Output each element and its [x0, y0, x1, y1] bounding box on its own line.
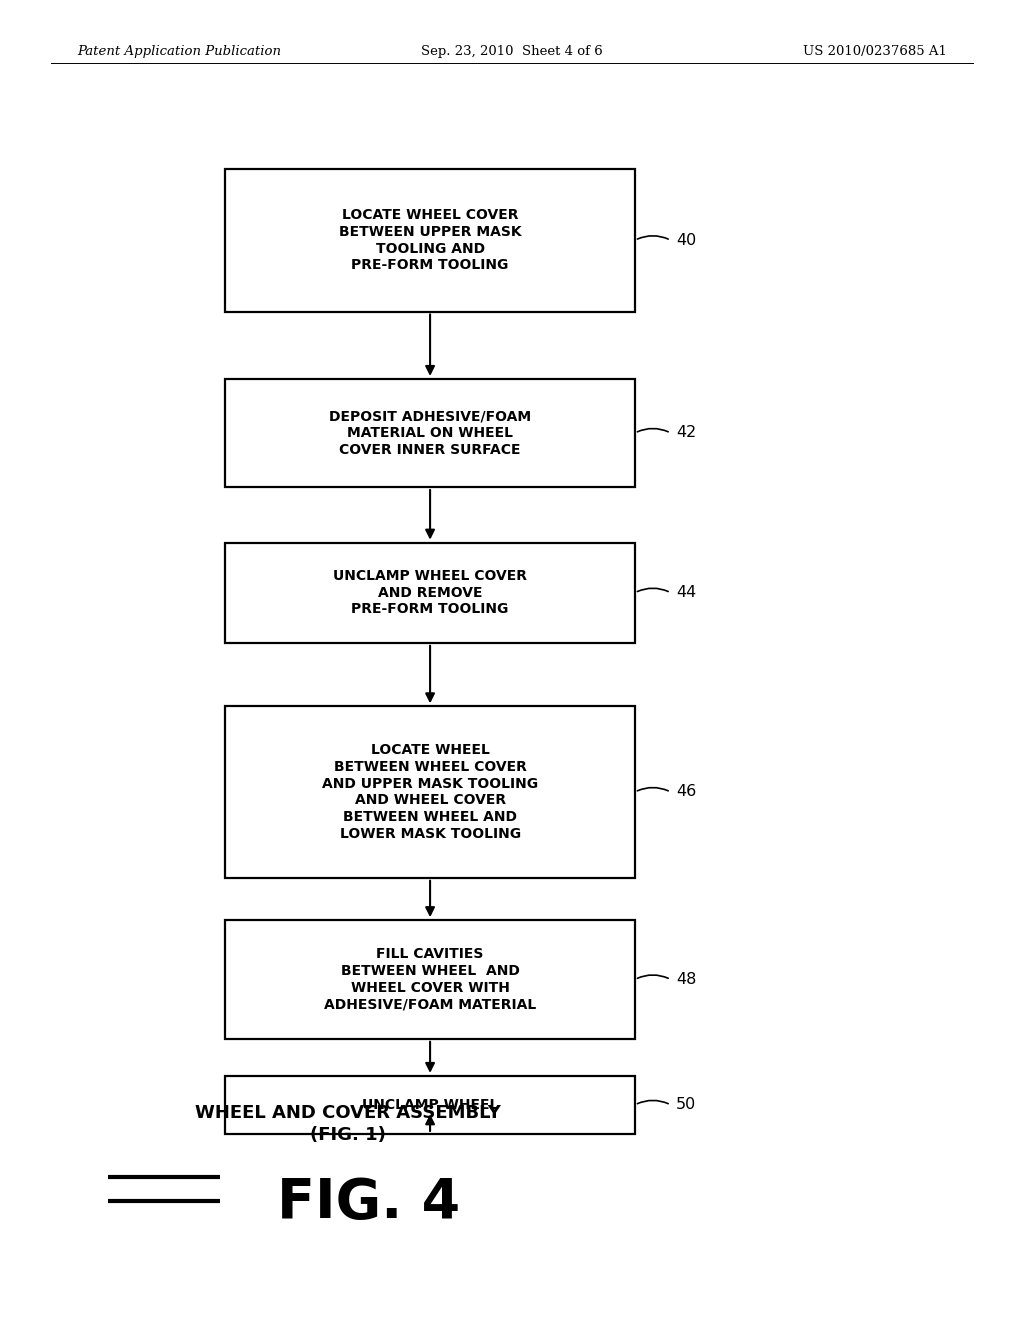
Bar — [225, 169, 635, 312]
Text: 48: 48 — [676, 972, 696, 987]
Text: FIG. 4: FIG. 4 — [278, 1176, 460, 1230]
Text: 42: 42 — [676, 425, 696, 441]
Bar — [225, 706, 635, 878]
Text: 40: 40 — [676, 232, 696, 248]
Text: 46: 46 — [676, 784, 696, 800]
Bar — [225, 1076, 635, 1134]
Bar — [225, 920, 635, 1039]
Bar — [225, 543, 635, 643]
Text: LOCATE WHEEL
BETWEEN WHEEL COVER
AND UPPER MASK TOOLING
AND WHEEL COVER
BETWEEN : LOCATE WHEEL BETWEEN WHEEL COVER AND UPP… — [322, 743, 539, 841]
Text: LOCATE WHEEL COVER
BETWEEN UPPER MASK
TOOLING AND
PRE-FORM TOOLING: LOCATE WHEEL COVER BETWEEN UPPER MASK TO… — [339, 209, 521, 272]
Text: 50: 50 — [676, 1097, 696, 1113]
Text: US 2010/0237685 A1: US 2010/0237685 A1 — [803, 45, 947, 58]
Bar — [225, 379, 635, 487]
Text: Patent Application Publication: Patent Application Publication — [77, 45, 281, 58]
Text: UNCLAMP WHEEL: UNCLAMP WHEEL — [361, 1098, 499, 1111]
Text: FILL CAVITIES
BETWEEN WHEEL  AND
WHEEL COVER WITH
ADHESIVE/FOAM MATERIAL: FILL CAVITIES BETWEEN WHEEL AND WHEEL CO… — [324, 948, 537, 1011]
Text: UNCLAMP WHEEL COVER
AND REMOVE
PRE-FORM TOOLING: UNCLAMP WHEEL COVER AND REMOVE PRE-FORM … — [333, 569, 527, 616]
Text: 44: 44 — [676, 585, 696, 601]
Text: WHEEL AND COVER ASSEMBLY
(FIG. 1): WHEEL AND COVER ASSEMBLY (FIG. 1) — [196, 1104, 501, 1143]
Text: Sep. 23, 2010  Sheet 4 of 6: Sep. 23, 2010 Sheet 4 of 6 — [421, 45, 603, 58]
Text: DEPOSIT ADHESIVE/FOAM
MATERIAL ON WHEEL
COVER INNER SURFACE: DEPOSIT ADHESIVE/FOAM MATERIAL ON WHEEL … — [329, 409, 531, 457]
